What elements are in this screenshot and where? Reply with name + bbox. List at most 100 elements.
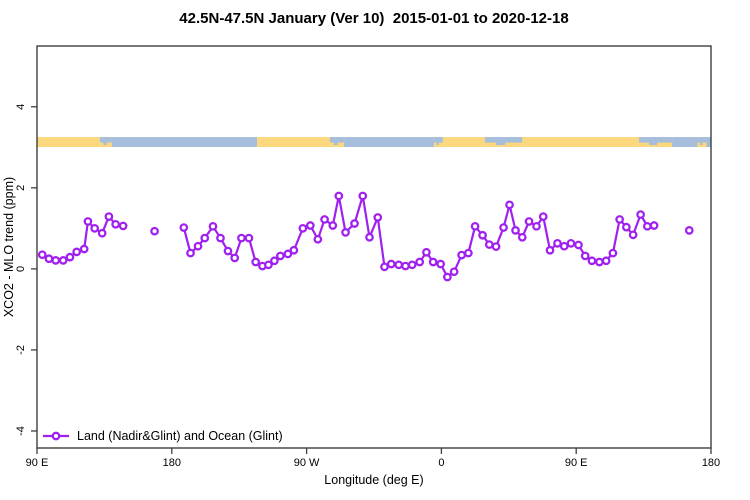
map-strip-ocean-segment xyxy=(344,137,434,148)
map-strip-land-segment xyxy=(37,137,100,148)
data-point xyxy=(365,232,374,242)
data-point xyxy=(684,226,694,235)
x-axis-tick-label: 0 xyxy=(438,457,444,469)
data-point xyxy=(484,240,494,249)
map-strip-ocean-segment xyxy=(706,137,711,148)
data-point xyxy=(37,250,47,260)
data-point xyxy=(601,256,611,266)
data-point xyxy=(615,215,624,224)
data-point xyxy=(179,223,189,232)
y-axis-tick-label: 0 xyxy=(15,266,27,272)
x-axis-tick-label: 180 xyxy=(702,457,720,469)
x-axis-tick-label: 90 E xyxy=(26,457,49,469)
data-point xyxy=(407,260,417,270)
data-point xyxy=(289,245,299,255)
data-point xyxy=(580,251,590,261)
data-point xyxy=(200,233,210,243)
data-point xyxy=(457,250,466,260)
map-strip-coast-ocean-part xyxy=(329,137,345,143)
data-line-segment xyxy=(41,214,125,262)
data-point xyxy=(478,230,487,240)
data-point xyxy=(237,233,246,243)
y-axis-tick-label: -2 xyxy=(15,345,27,355)
data-point xyxy=(608,248,618,258)
data-point xyxy=(553,239,562,248)
chart-title: 42.5N-47.5N January (Ver 10) 2015-01-01 … xyxy=(179,10,569,27)
data-point xyxy=(341,228,350,237)
data-point xyxy=(193,241,203,251)
map-strip-coast-speck xyxy=(700,142,703,146)
map-strip-coast-speck xyxy=(436,142,439,146)
data-point xyxy=(51,256,61,265)
map-strip-ocean-segment xyxy=(672,137,698,148)
data-point xyxy=(464,248,473,258)
map-strip-coast-ocean-part xyxy=(639,137,673,143)
data-point xyxy=(622,222,631,232)
y-axis-tick-label: -4 xyxy=(15,426,27,436)
data-point xyxy=(90,224,100,233)
data-point xyxy=(470,221,480,231)
data-point xyxy=(270,256,279,266)
data-point xyxy=(276,251,285,261)
data-point xyxy=(264,260,273,270)
data-point xyxy=(436,259,446,269)
map-strip-coast-ocean-part xyxy=(433,137,443,143)
data-point xyxy=(401,261,410,271)
data-point xyxy=(443,272,452,282)
data-point xyxy=(642,221,652,231)
data-point xyxy=(532,221,541,231)
data-point xyxy=(422,247,431,257)
data-point xyxy=(298,224,308,233)
map-strip-coast-ocean-part xyxy=(99,137,112,143)
data-point xyxy=(118,221,128,231)
data-point xyxy=(394,260,404,270)
data-point xyxy=(428,257,438,267)
data-point xyxy=(566,239,576,248)
data-point xyxy=(216,233,225,243)
map-strip-land-segment xyxy=(442,137,485,148)
x-axis-tick-label: 90 W xyxy=(294,457,320,469)
map-strip-land-segment xyxy=(522,137,640,148)
data-point xyxy=(559,241,569,251)
data-point xyxy=(320,215,329,224)
data-point xyxy=(334,191,344,201)
data-point xyxy=(44,254,54,264)
data-point xyxy=(380,262,389,272)
data-point xyxy=(313,234,323,244)
data-point xyxy=(283,249,293,259)
x-axis-tick-label: 180 xyxy=(163,457,181,469)
y-axis-title: XCO2 - MLO trend (ppm) xyxy=(2,176,16,318)
map-strip-coast-speck xyxy=(334,142,338,146)
data-point xyxy=(104,212,114,221)
data-point xyxy=(79,244,89,254)
data-point xyxy=(449,267,459,277)
data-point xyxy=(65,252,75,262)
data-point xyxy=(223,246,233,256)
data-point xyxy=(244,233,254,243)
legend-marker xyxy=(43,431,69,441)
data-point xyxy=(208,221,218,231)
data-point xyxy=(499,223,508,232)
data-point xyxy=(491,242,501,251)
data-point xyxy=(186,248,195,258)
data-point xyxy=(628,230,638,240)
legend-label: Land (Nadir&Glint) and Ocean (Glint) xyxy=(77,429,283,443)
data-point xyxy=(150,226,159,236)
legend-circle-marker xyxy=(51,431,61,441)
data-point xyxy=(111,219,120,229)
data-point xyxy=(230,253,240,263)
data-point xyxy=(305,221,315,230)
data-point xyxy=(538,212,548,221)
data-point xyxy=(517,232,527,242)
data-point xyxy=(505,200,514,210)
data-point xyxy=(636,210,645,219)
y-axis-tick-label: 2 xyxy=(15,185,27,191)
data-point xyxy=(574,240,583,250)
data-point xyxy=(595,257,604,267)
plot-box xyxy=(36,45,712,449)
x-axis-title: Longitude (deg E) xyxy=(324,473,424,487)
map-strip-coast-speck xyxy=(496,142,506,146)
data-point xyxy=(511,226,520,235)
data-point xyxy=(587,256,597,266)
data-point xyxy=(649,221,659,230)
